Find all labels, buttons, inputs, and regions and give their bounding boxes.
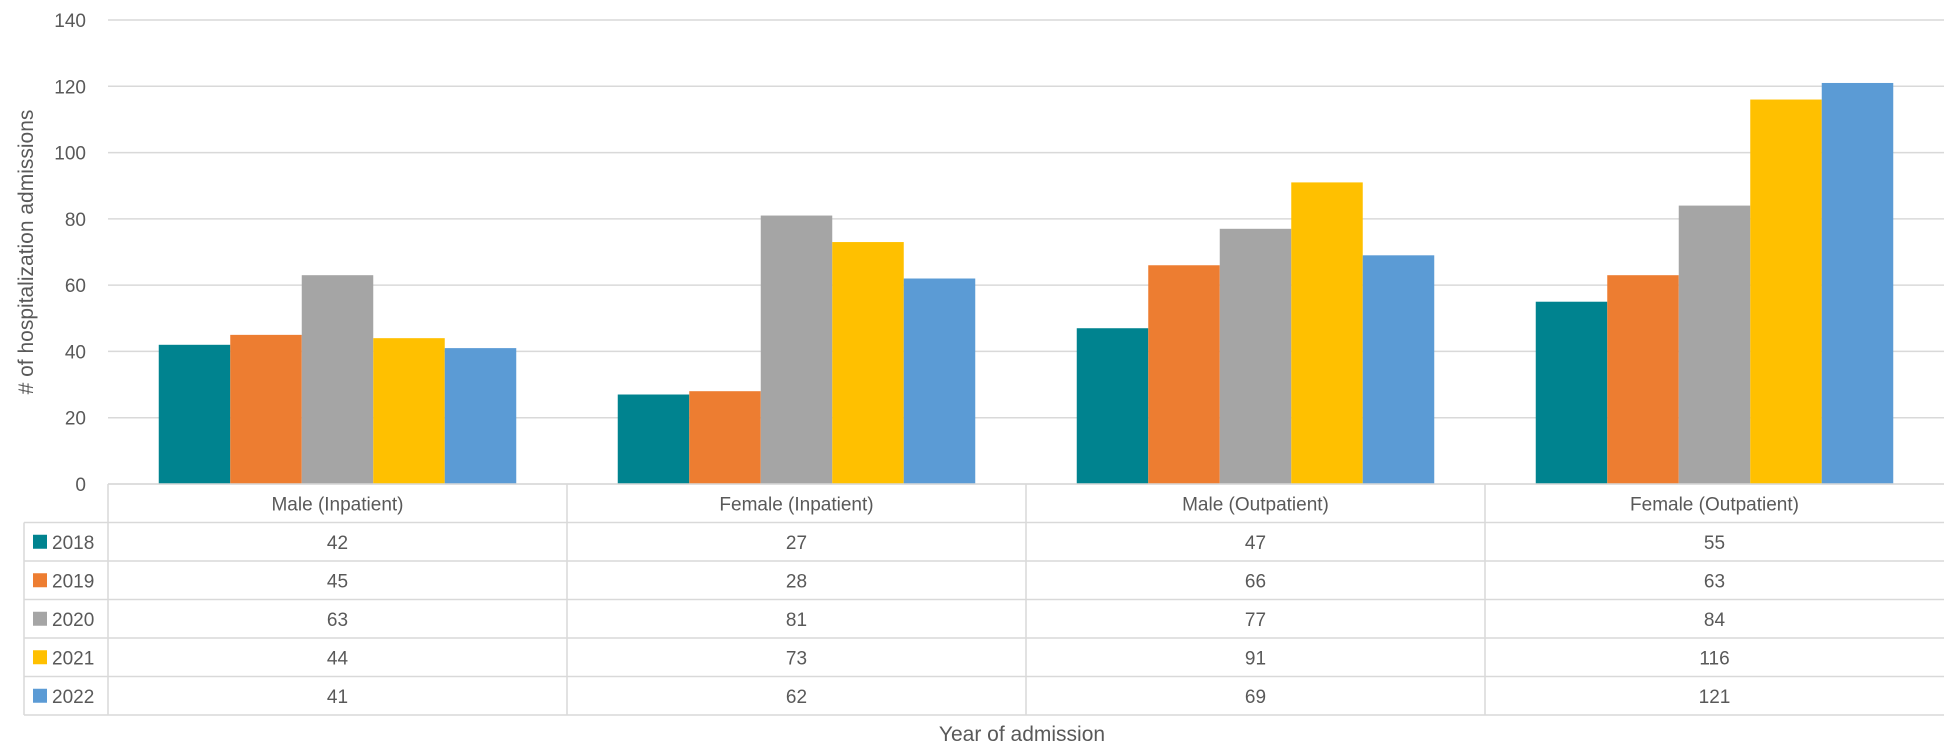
table-cell: 27	[786, 533, 807, 554]
bar	[158, 344, 231, 484]
table-cell: 41	[327, 687, 348, 708]
y-tick-label: 100	[54, 144, 86, 165]
y-tick-label: 0	[75, 475, 86, 496]
bar	[301, 275, 374, 484]
table-cell: 91	[1245, 648, 1266, 669]
series-label: 2021	[52, 648, 94, 669]
category-label: Male (Inpatient)	[271, 494, 403, 515]
y-axis-label: # of hospitalization admissions	[15, 110, 38, 395]
table-cell: 28	[786, 571, 807, 592]
legend-key	[33, 650, 47, 665]
legend-key	[33, 688, 47, 703]
bar	[1607, 275, 1679, 484]
table-cell: 66	[1245, 571, 1266, 592]
y-tick-label: 120	[54, 77, 86, 98]
table-cell: 81	[786, 610, 807, 631]
series-label: 2018	[52, 533, 94, 554]
table-cell: 55	[1704, 533, 1725, 554]
series-label: 2019	[52, 571, 94, 592]
legend-key	[33, 611, 47, 626]
table-cell: 69	[1245, 687, 1266, 708]
bar	[832, 242, 904, 484]
table-cell: 42	[327, 533, 348, 554]
bars	[158, 82, 1894, 485]
table-cell: 77	[1245, 610, 1266, 631]
bar	[1535, 301, 1608, 484]
table-cell: 121	[1699, 687, 1731, 708]
table-cell: 63	[1704, 571, 1725, 592]
bar	[1750, 99, 1822, 485]
y-tick-label: 80	[65, 210, 86, 231]
data-table: Male (Inpatient) Female (Inpatient) Male (…	[23, 483, 1944, 716]
bar	[1821, 82, 1894, 484]
y-tick-label: 40	[65, 342, 86, 363]
legend-key	[33, 573, 47, 588]
legend-key	[33, 534, 47, 549]
y-tick-label: 20	[65, 409, 86, 430]
bar	[1076, 328, 1149, 484]
y-tick-label: 60	[65, 276, 86, 297]
bar	[1291, 182, 1363, 484]
table-cell: 116	[1699, 648, 1729, 669]
x-axis-label: Year of admission	[939, 723, 1105, 745]
series-label: 2020	[52, 610, 94, 631]
table-cell: 47	[1245, 533, 1266, 554]
bar	[903, 278, 976, 484]
category-label: Female (Inpatient)	[719, 494, 873, 515]
series-label: 2022	[52, 687, 94, 708]
bar	[689, 391, 761, 484]
bar	[1148, 265, 1220, 484]
table-cell: 44	[327, 648, 349, 669]
bar	[373, 338, 445, 484]
bar	[1362, 255, 1435, 484]
table-cell: 63	[327, 610, 348, 631]
table-cell: 62	[786, 687, 807, 708]
bar	[444, 348, 517, 484]
table-cell: 45	[327, 571, 348, 592]
category-label: Female (Outpatient)	[1630, 494, 1799, 515]
table-cell: 84	[1704, 610, 1726, 631]
bar	[760, 215, 833, 485]
bar	[617, 394, 690, 484]
bar	[230, 334, 302, 484]
table-cell: 73	[786, 648, 807, 669]
y-axis-ticks: 0 20 40 60 80 100 120 140	[54, 11, 86, 496]
y-tick-label: 140	[54, 11, 86, 32]
bar	[1219, 228, 1292, 484]
bar	[1678, 205, 1751, 484]
category-label: Male (Outpatient)	[1182, 494, 1329, 515]
